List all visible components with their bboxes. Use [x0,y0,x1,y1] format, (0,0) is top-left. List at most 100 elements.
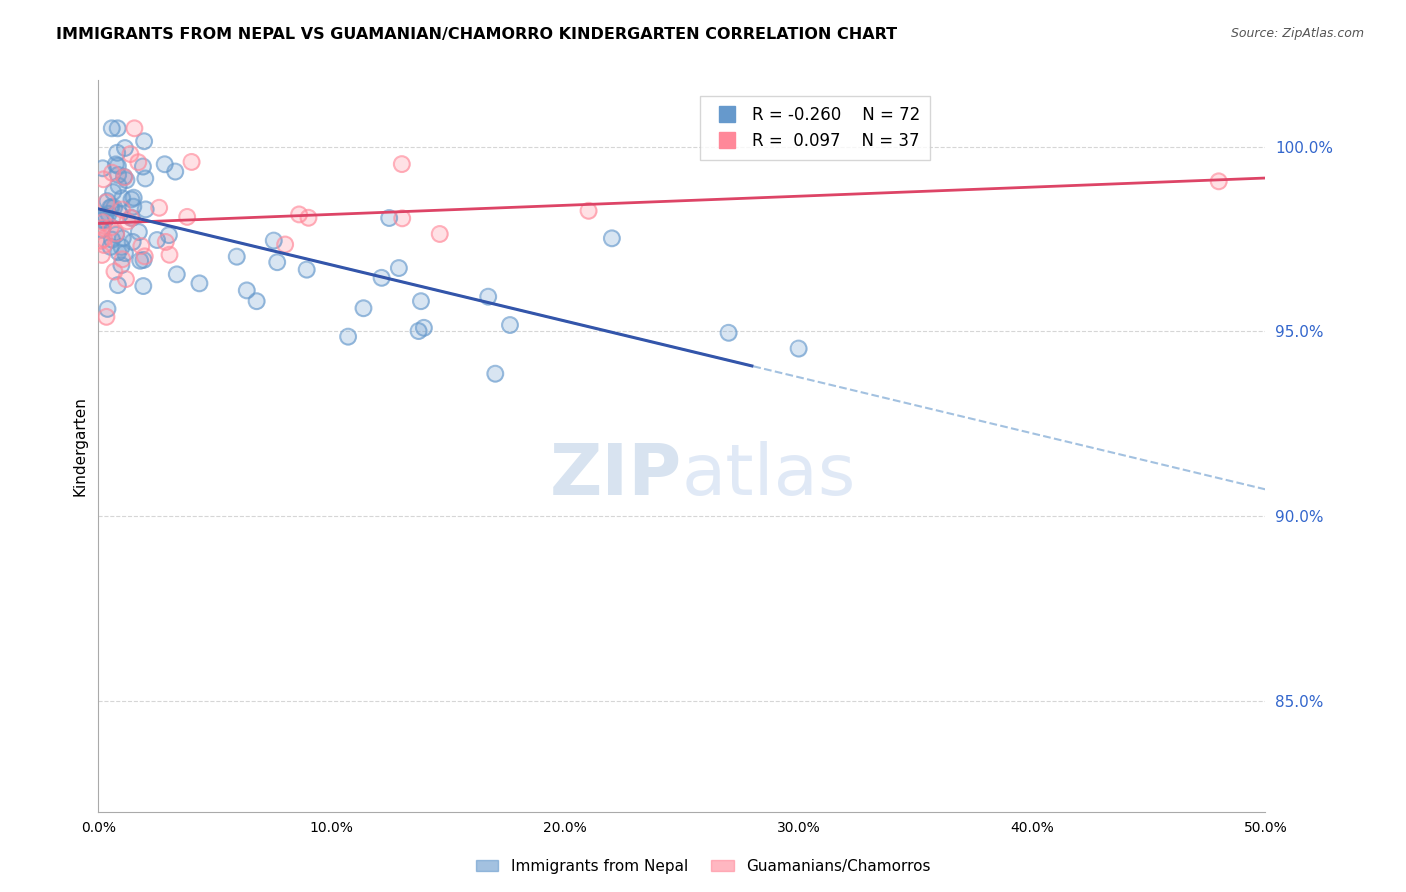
Point [111,202,134,217]
Point [111,231,134,245]
Point [429,227,451,241]
Point [132,279,155,293]
Point [129,239,152,253]
Point [180,155,202,169]
Point [578,203,600,218]
Point [94,213,117,227]
Point [129,253,152,268]
Point [100,240,122,254]
Point [337,329,360,343]
Point [91,248,114,262]
Point [101,233,124,247]
Point [134,134,156,148]
Point [274,237,297,252]
Point [484,367,506,381]
Point [110,258,132,272]
Point [127,155,149,169]
Point [107,178,129,193]
Point [112,169,135,184]
Point [578,203,600,218]
Point [165,164,187,178]
Point [1208,174,1230,188]
Point [337,329,360,343]
Point [124,121,146,136]
Point [155,235,177,249]
Point [103,264,125,278]
Point [110,240,132,254]
Point [499,318,522,332]
Point [391,157,413,171]
Point [132,279,155,293]
Point [499,318,522,332]
Point [157,228,180,243]
Point [105,145,128,160]
Point [477,290,499,304]
Text: IMMIGRANTS FROM NEPAL VS GUAMANIAN/CHAMORRO KINDERGARTEN CORRELATION CHART: IMMIGRANTS FROM NEPAL VS GUAMANIAN/CHAMO… [56,27,897,42]
Point [297,211,319,225]
Point [391,211,413,226]
Point [93,232,115,246]
Legend: Immigrants from Nepal, Guamanians/Chamorros: Immigrants from Nepal, Guamanians/Chamor… [470,853,936,880]
Point [107,245,129,260]
Point [121,211,143,225]
Point [112,169,135,184]
Point [128,225,150,239]
Point [153,157,176,171]
Point [122,200,145,214]
Point [135,202,157,217]
Point [122,200,145,214]
Point [111,191,134,205]
Point [408,324,430,338]
Point [128,225,150,239]
Point [94,209,117,223]
Point [101,185,124,199]
Point [717,326,740,340]
Point [107,178,129,193]
Point [90,222,112,236]
Point [114,141,136,155]
Point [127,155,149,169]
Point [787,342,810,356]
Point [297,211,319,225]
Point [166,268,188,282]
Point [96,195,118,210]
Point [107,121,129,136]
Point [96,194,118,208]
Point [121,211,143,225]
Point [103,264,125,278]
Point [134,171,156,186]
Point [120,147,142,161]
Point [110,240,132,254]
Point [107,168,129,182]
Point [429,227,451,241]
Point [159,248,181,262]
Point [787,342,810,356]
Point [148,201,170,215]
Point [378,211,401,225]
Point [409,294,432,309]
Point [166,268,188,282]
Point [94,213,117,227]
Point [266,255,288,269]
Point [96,301,118,316]
Point [98,201,121,215]
Point [132,160,155,174]
Point [717,326,740,340]
Point [91,215,114,229]
Point [370,270,392,285]
Point [97,207,120,221]
Point [121,193,143,207]
Point [101,166,124,180]
Point [111,252,134,267]
Point [353,301,375,316]
Point [484,367,506,381]
Point [108,207,131,221]
Point [134,249,156,263]
Point [107,159,129,173]
Point [263,234,285,248]
Point [246,294,269,309]
Point [101,166,124,180]
Point [288,207,311,221]
Point [180,155,202,169]
Point [91,161,114,176]
